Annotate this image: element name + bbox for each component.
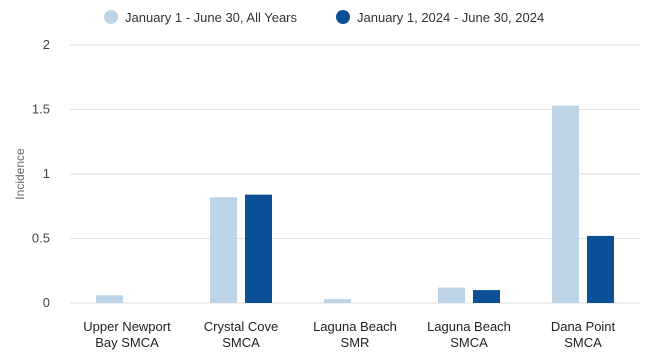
legend: January 1 - June 30, All Years January 1,… <box>104 10 544 25</box>
y-tick-label-2: 1 <box>43 166 50 181</box>
x-axis-labels: Upper Newport Bay SMCA Crystal Cove SMCA Lag… <box>83 319 615 350</box>
bar-series0-cat1 <box>210 197 237 303</box>
x-tick-label-1: Crystal Cove SMCA <box>204 319 278 350</box>
y-axis-title: Incidence <box>13 148 27 200</box>
bar-series0-cat2 <box>324 299 351 303</box>
y-tick-label-0: 0 <box>43 295 50 310</box>
y-tick-label-1: 0.5 <box>32 231 50 246</box>
y-tick-label-4: 2 <box>43 37 50 52</box>
y-axis-ticks: 0 0.5 1 1.5 2 <box>32 37 50 310</box>
bar-series1-cat4 <box>587 236 614 303</box>
x-tick-label-4: Dana Point SMCA <box>551 319 616 350</box>
legend-label-1: January 1, 2024 - June 30, 2024 <box>357 10 544 25</box>
bar-series0-cat4 <box>552 106 579 303</box>
legend-swatch-0 <box>104 10 118 24</box>
y-tick-label-3: 1.5 <box>32 102 50 117</box>
x-tick-label-0: Upper Newport Bay SMCA <box>83 319 171 350</box>
legend-item-1[interactable]: January 1, 2024 - June 30, 2024 <box>336 10 544 25</box>
bar-series1-cat1 <box>245 195 272 303</box>
x-tick-label-2: Laguna Beach SMR <box>313 319 397 350</box>
bar-series0-cat0 <box>96 295 123 303</box>
legend-swatch-1 <box>336 10 350 24</box>
x-tick-label-3: Laguna Beach SMCA <box>427 319 511 350</box>
bar-series0-cat3 <box>438 288 465 303</box>
legend-item-0[interactable]: January 1 - June 30, All Years <box>104 10 298 25</box>
bars <box>96 106 614 303</box>
bar-series1-cat3 <box>473 290 500 303</box>
legend-label-0: January 1 - June 30, All Years <box>125 10 298 25</box>
